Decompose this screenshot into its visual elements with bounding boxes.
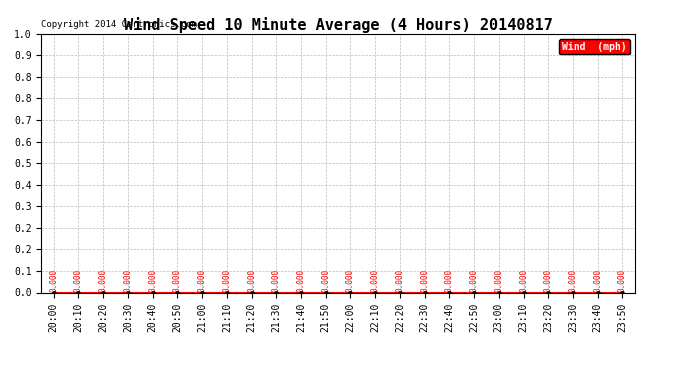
Text: 0.000: 0.000 [148, 268, 157, 292]
Text: 0.000: 0.000 [618, 268, 627, 292]
Text: 0.000: 0.000 [247, 268, 256, 292]
Text: 0.000: 0.000 [470, 268, 479, 292]
Text: 0.000: 0.000 [494, 268, 503, 292]
Text: 0.000: 0.000 [272, 268, 281, 292]
Text: 0.000: 0.000 [569, 268, 578, 292]
Text: 0.000: 0.000 [124, 268, 132, 292]
Text: 0.000: 0.000 [49, 268, 58, 292]
Text: 0.000: 0.000 [519, 268, 528, 292]
Text: 0.000: 0.000 [322, 268, 331, 292]
Legend: Wind  (mph): Wind (mph) [560, 39, 630, 54]
Text: Copyright 2014 Cartronics.com: Copyright 2014 Cartronics.com [41, 20, 197, 28]
Text: 0.000: 0.000 [99, 268, 108, 292]
Title: Wind Speed 10 Minute Average (4 Hours) 20140817: Wind Speed 10 Minute Average (4 Hours) 2… [124, 16, 553, 33]
Text: 0.000: 0.000 [544, 268, 553, 292]
Text: 0.000: 0.000 [297, 268, 306, 292]
Text: 0.000: 0.000 [371, 268, 380, 292]
Text: 0.000: 0.000 [420, 268, 429, 292]
Text: 0.000: 0.000 [222, 268, 231, 292]
Text: 0.000: 0.000 [346, 268, 355, 292]
Text: 0.000: 0.000 [593, 268, 602, 292]
Text: 0.000: 0.000 [395, 268, 404, 292]
Text: 0.000: 0.000 [173, 268, 182, 292]
Text: 0.000: 0.000 [74, 268, 83, 292]
Text: 0.000: 0.000 [445, 268, 454, 292]
Text: 0.000: 0.000 [197, 268, 206, 292]
